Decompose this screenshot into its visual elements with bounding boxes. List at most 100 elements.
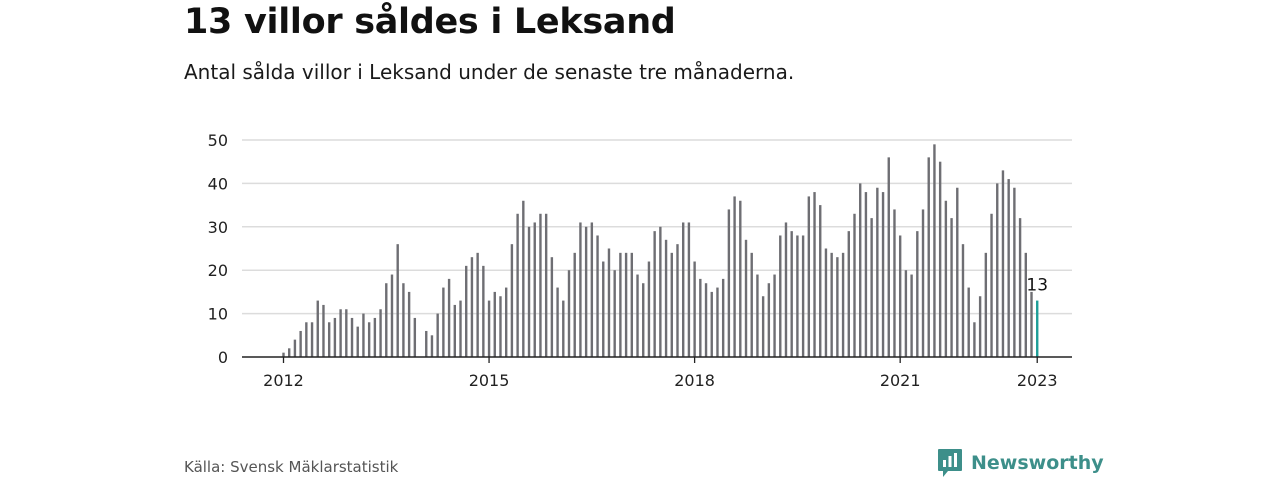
bar bbox=[876, 187, 879, 357]
y-tick-label: 20 bbox=[208, 261, 228, 280]
bar bbox=[682, 222, 685, 357]
bar bbox=[699, 278, 702, 357]
bar bbox=[316, 300, 319, 357]
chart-subtitle: Antal sålda villor i Leksand under de se… bbox=[184, 60, 795, 84]
y-tick-label: 10 bbox=[208, 305, 228, 324]
bar bbox=[556, 287, 559, 357]
bar bbox=[881, 192, 885, 357]
x-tick-label: 2015 bbox=[469, 371, 510, 390]
bar bbox=[973, 322, 976, 357]
bar bbox=[327, 322, 331, 357]
bar bbox=[744, 239, 748, 357]
gridlines bbox=[242, 139, 1072, 315]
bar bbox=[819, 205, 822, 357]
x-axis-ticks: 2012 2015 2018 2021 2023 bbox=[263, 357, 1058, 390]
bar bbox=[807, 196, 811, 357]
bar bbox=[299, 330, 302, 357]
bar bbox=[373, 317, 377, 357]
x-tick-label: 2018 bbox=[674, 371, 715, 390]
bar bbox=[716, 287, 719, 357]
bar bbox=[898, 235, 902, 357]
bar bbox=[864, 192, 868, 357]
bar bbox=[704, 283, 708, 357]
bar bbox=[950, 218, 953, 357]
bar bbox=[961, 244, 965, 357]
bar bbox=[693, 261, 696, 357]
bar bbox=[796, 235, 799, 357]
bar bbox=[533, 222, 536, 357]
bar bbox=[459, 300, 462, 357]
bar bbox=[339, 309, 342, 357]
bar bbox=[453, 304, 456, 357]
bar bbox=[282, 352, 285, 357]
bar bbox=[367, 322, 371, 357]
bar bbox=[396, 244, 399, 357]
bar bbox=[933, 144, 936, 357]
brand-logo[interactable]: Newsworthy bbox=[937, 448, 1104, 478]
bar bbox=[390, 274, 394, 357]
bar bbox=[630, 252, 634, 357]
bar bbox=[322, 304, 325, 357]
bar bbox=[602, 261, 605, 357]
bar bbox=[619, 252, 622, 357]
bar bbox=[956, 187, 959, 357]
y-axis-ticks: 0 10 20 30 40 50 bbox=[208, 131, 228, 367]
bar bbox=[647, 261, 651, 357]
bar bbox=[1007, 179, 1010, 357]
bar bbox=[362, 313, 365, 357]
bar bbox=[504, 287, 508, 357]
bar bbox=[944, 200, 948, 357]
bar bbox=[733, 196, 736, 357]
bar bbox=[687, 222, 691, 357]
bar bbox=[510, 244, 514, 357]
highlight-bar bbox=[1036, 300, 1039, 357]
bar bbox=[801, 235, 805, 357]
x-tick-label: 2021 bbox=[880, 371, 921, 390]
y-tick-label: 50 bbox=[208, 131, 228, 150]
bar bbox=[350, 317, 354, 357]
bar bbox=[447, 278, 451, 357]
bar bbox=[859, 183, 862, 357]
bar bbox=[996, 183, 999, 357]
bar bbox=[442, 287, 445, 357]
bar bbox=[967, 287, 970, 357]
bar bbox=[385, 283, 388, 357]
bar bbox=[790, 231, 793, 357]
bar bbox=[978, 296, 982, 357]
bar bbox=[345, 309, 348, 357]
bar bbox=[356, 326, 359, 357]
bar bbox=[990, 213, 993, 357]
bar bbox=[779, 235, 782, 357]
bar bbox=[499, 296, 502, 357]
bar bbox=[573, 252, 576, 357]
source-note: Källa: Svensk Mäklarstatistik bbox=[184, 458, 399, 476]
highlight-value-label: 13 bbox=[1026, 276, 1048, 296]
bar bbox=[853, 213, 856, 357]
bar bbox=[1030, 291, 1033, 357]
bar bbox=[676, 244, 679, 357]
y-tick-label: 0 bbox=[218, 348, 228, 367]
bar bbox=[761, 296, 765, 357]
bar bbox=[567, 270, 571, 357]
bar bbox=[613, 270, 616, 357]
bar bbox=[516, 213, 519, 357]
bar bbox=[830, 252, 833, 357]
bar bbox=[550, 257, 554, 357]
bars bbox=[282, 144, 1039, 357]
bar bbox=[436, 313, 439, 357]
bar bbox=[813, 192, 816, 357]
bar bbox=[756, 274, 759, 357]
bar bbox=[916, 231, 919, 357]
bar bbox=[710, 291, 713, 357]
bar bbox=[870, 218, 873, 357]
bar bbox=[430, 335, 434, 357]
bar bbox=[584, 226, 588, 357]
bar bbox=[624, 252, 628, 357]
bar bbox=[727, 209, 731, 357]
bar bbox=[642, 283, 645, 357]
bar bbox=[893, 209, 896, 357]
bar bbox=[739, 200, 742, 357]
bar bbox=[482, 265, 485, 357]
bar bbox=[522, 200, 525, 357]
bar bbox=[721, 278, 725, 357]
